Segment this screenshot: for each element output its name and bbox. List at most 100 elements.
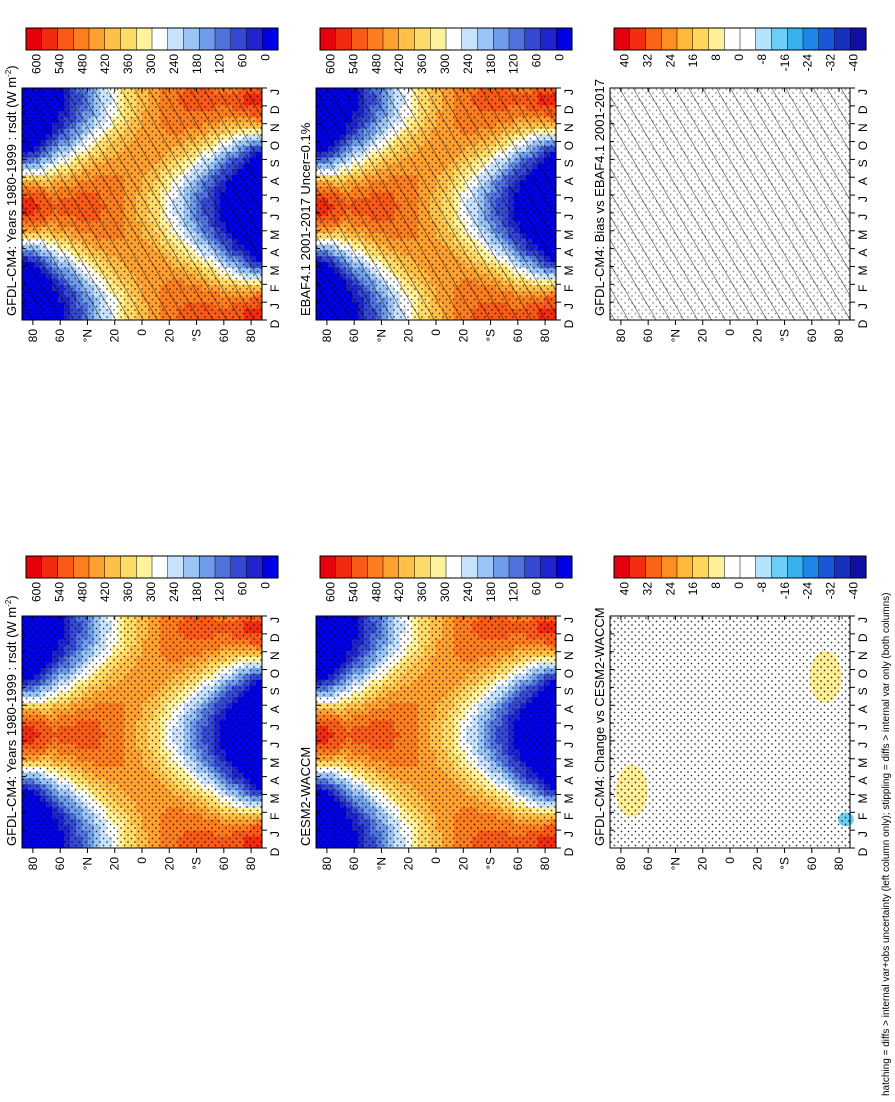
month-tick-label: D (268, 847, 282, 856)
month-tick-label: S (268, 159, 282, 167)
colorbar-tick-label: 0 (259, 582, 273, 589)
colorbar-tick-label: 600 (30, 582, 44, 602)
colorbar-tick-label: 240 (167, 54, 181, 74)
colorbar-tick-label: 240 (167, 582, 181, 602)
month-tick-label: J (268, 303, 282, 309)
lat-tick-label: 60 (217, 329, 231, 343)
colorbar-swatch (183, 27, 200, 51)
month-tick-label: D (268, 633, 282, 642)
colorbar-tick-label: 360 (121, 582, 135, 602)
colorbar-swatch (104, 555, 122, 579)
colorbar-swatch (136, 27, 153, 51)
colorbar-swatch (214, 27, 232, 51)
month-tick-label: N (268, 123, 282, 132)
colorbar-swatch (120, 555, 137, 579)
colorbar-tick-label: 180 (190, 54, 204, 74)
colorbar-tick-label: 540 (52, 582, 66, 602)
colorbar-tick-label: 300 (144, 54, 158, 74)
colorbar-swatch (41, 27, 59, 51)
colorbar-swatch (25, 555, 43, 579)
stippling-overlay (22, 88, 262, 320)
month-tick-label: O (268, 669, 282, 678)
lat-tick-label: 80 (26, 857, 40, 871)
month-tick-label: J (268, 742, 282, 748)
lat-tick-label: 0 (135, 857, 149, 864)
colorbar-tick-label: 300 (144, 582, 158, 602)
colorbar-swatch (73, 555, 90, 579)
month-tick-label: J (268, 724, 282, 730)
lat-tick-label: 80 (26, 329, 40, 343)
lat-tick-label: 20 (162, 857, 176, 871)
colorbar-swatch (246, 555, 263, 579)
colorbar-swatch (246, 27, 263, 51)
colorbar-swatch (88, 555, 106, 579)
lat-tick-label: °S (190, 329, 204, 342)
colorbar-tick-label: 540 (52, 54, 66, 74)
colorbar-swatch (230, 27, 248, 51)
colorbar-tick-label: 480 (75, 54, 89, 74)
colorbar-swatch (25, 27, 43, 51)
lat-tick-label: 20 (108, 857, 122, 871)
month-tick-label: S (268, 687, 282, 695)
lat-tick-label: 20 (162, 329, 176, 343)
colorbar-swatch (214, 555, 232, 579)
colorbar-swatch (57, 27, 74, 51)
month-tick-label: M (268, 265, 282, 275)
lat-tick-label: °N (80, 329, 94, 342)
colorbar-frame (25, 27, 279, 51)
lat-tick-label: 20 (108, 329, 122, 343)
colorbar-swatch (136, 555, 153, 579)
colorbar-tick-label: 120 (213, 582, 227, 602)
month-tick-label: M (268, 758, 282, 768)
lat-tick-label: 0 (135, 329, 149, 336)
colorbar: 600 540 480 420 360 300 240 180 120 60 0 (25, 27, 279, 74)
colorbar-tick-label: 180 (190, 582, 204, 602)
colorbar-swatch (120, 27, 137, 51)
month-tick-label: J (268, 831, 282, 837)
lat-tick-label: 80 (244, 857, 258, 871)
colorbar-swatch (167, 27, 185, 51)
colorbar: 600 540 480 420 360 300 240 180 120 60 0 (25, 555, 279, 602)
colorbar-swatch (199, 27, 216, 51)
lat-tick-label: 60 (217, 857, 231, 871)
lat-tick-label: °N (80, 857, 94, 870)
lat-tick-label: 60 (53, 857, 67, 871)
month-tick-label: J (268, 196, 282, 202)
stippling-overlay (22, 616, 262, 848)
colorbar-swatch (167, 555, 185, 579)
colorbar-swatch (262, 27, 279, 51)
colorbar-tick-label: 60 (236, 582, 250, 596)
colorbar-tick-label: 360 (121, 54, 135, 74)
month-tick-label: A (268, 177, 282, 185)
lat-tick-label: °S (190, 857, 204, 870)
colorbar-swatch (183, 555, 200, 579)
month-tick-label: F (268, 813, 282, 820)
colorbar-swatch (88, 27, 106, 51)
colorbar-tick-label: 60 (236, 54, 250, 68)
colorbar-tick-label: 420 (98, 54, 112, 74)
month-tick-label: M (268, 793, 282, 803)
colorbar-swatch (199, 555, 216, 579)
colorbar-swatch (151, 27, 169, 51)
colorbar-tick-label: 120 (213, 54, 227, 74)
month-tick-label: A (268, 249, 282, 257)
colorbar-swatch (151, 555, 169, 579)
colorbar-swatch (57, 555, 74, 579)
month-tick-label: J (268, 214, 282, 220)
colorbar-frame (25, 555, 279, 579)
lat-tick-label: 60 (53, 329, 67, 343)
panel-title: GFDL-CM4: Years 1980-1999 : rsdt (W m-2) (4, 65, 19, 316)
month-tick-label: F (268, 285, 282, 292)
month-tick-label: M (268, 230, 282, 240)
lat-tick-label: 80 (244, 329, 258, 343)
colorbar-tick-label: 600 (30, 54, 44, 74)
colorbar-swatch (104, 27, 122, 51)
month-tick-label: N (268, 651, 282, 660)
colorbar-swatch (73, 27, 90, 51)
